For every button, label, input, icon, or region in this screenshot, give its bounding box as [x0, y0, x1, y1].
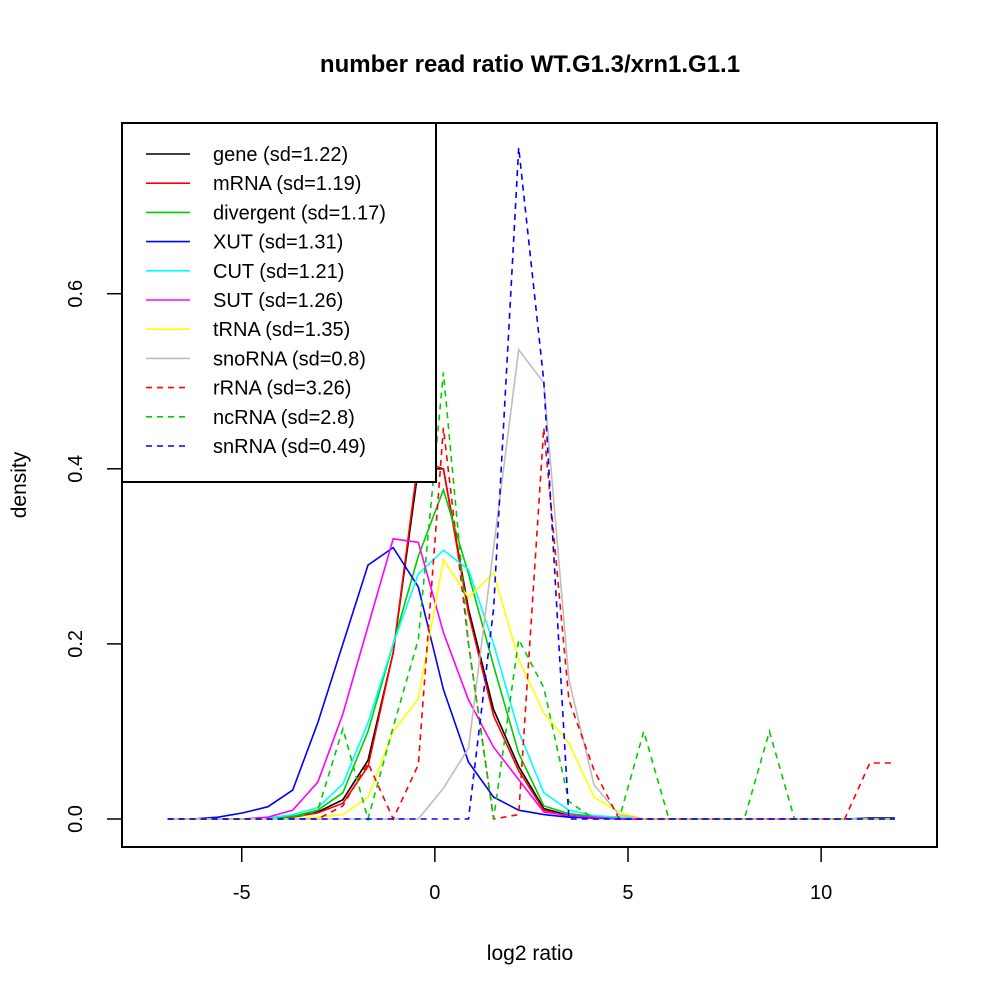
legend-item-snoRNA: snoRNA (sd=0.8): [146, 348, 366, 370]
legend-item-tRNA: tRNA (sd=1.35): [146, 319, 350, 341]
legend-label: snRNA (sd=0.49): [213, 436, 366, 458]
series-line-ncRNA: [167, 372, 895, 823]
x-tick-label: 5: [622, 882, 633, 904]
legend-label: ncRNA (sd=2.8): [213, 407, 355, 429]
chart-title: number read ratio WT.G1.3/xrn1.G1.1: [320, 51, 740, 78]
legend-label: divergent (sd=1.17): [213, 202, 386, 224]
legend-label: mRNA (sd=1.19): [213, 173, 361, 195]
series-layer: [167, 147, 895, 823]
x-tick-label: -5: [233, 882, 251, 904]
y-tick-label: 0.0: [65, 805, 87, 833]
legend-item-SUT: SUT (sd=1.26): [146, 290, 343, 312]
legend-item-rRNA: rRNA (sd=3.26): [146, 378, 351, 400]
legend-label: CUT (sd=1.21): [213, 261, 344, 283]
y-tick-label: 0.4: [65, 455, 87, 483]
y-axis-label: density: [8, 451, 31, 518]
x-axis: -5 0 5 10: [233, 846, 832, 904]
y-tick-label: 0.6: [65, 280, 87, 308]
legend-label: gene (sd=1.22): [213, 144, 348, 166]
series-line-rRNA: [167, 427, 895, 821]
legend-label: tRNA (sd=1.35): [213, 319, 350, 341]
legend-label: rRNA (sd=3.26): [213, 378, 351, 400]
x-tick-label: 10: [810, 882, 832, 904]
legend-item-gene: gene (sd=1.22): [146, 144, 348, 166]
y-tick-label: 0.2: [65, 630, 87, 658]
legend-label: snoRNA (sd=0.8): [213, 348, 366, 370]
x-tick-label: 0: [429, 882, 440, 904]
legend-label: SUT (sd=1.26): [213, 290, 343, 312]
legend-item-snRNA: snRNA (sd=0.49): [146, 436, 366, 458]
y-axis: 0.0 0.2 0.4 0.6: [65, 280, 122, 833]
series-line-snRNA: [167, 147, 895, 820]
legend-item-ncRNA: ncRNA (sd=2.8): [146, 407, 355, 429]
legend-label: XUT (sd=1.31): [213, 232, 343, 254]
x-axis-label: log2 ratio: [487, 942, 573, 965]
legend-item-divergent: divergent (sd=1.17): [146, 202, 386, 224]
legend-item-XUT: XUT (sd=1.31): [146, 232, 343, 254]
legend-item-CUT: CUT (sd=1.21): [146, 261, 344, 283]
legend: gene (sd=1.22) mRNA (sd=1.19) divergent (s…: [121, 122, 437, 483]
legend-item-mRNA: mRNA (sd=1.19): [146, 173, 361, 195]
